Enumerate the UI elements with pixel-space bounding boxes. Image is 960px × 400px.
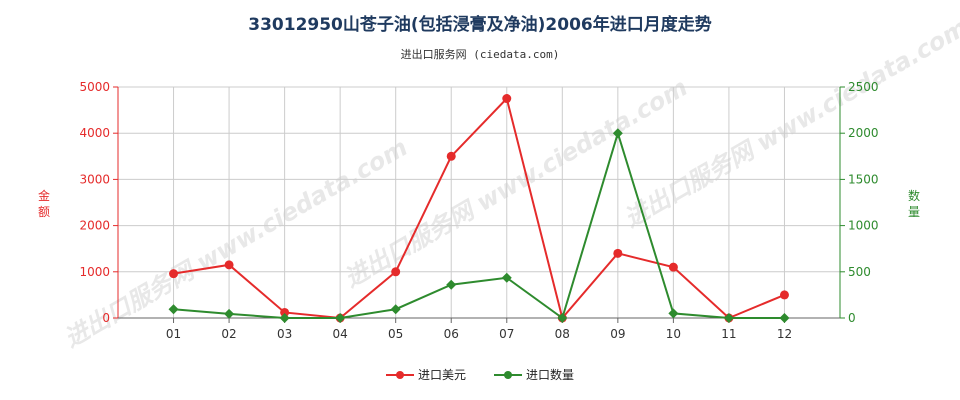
legend-swatch-green bbox=[494, 370, 522, 380]
x-tick-label: 10 bbox=[666, 327, 681, 341]
y-tick-label-right: 2000 bbox=[848, 126, 879, 140]
data-point-series1 bbox=[280, 307, 290, 317]
data-point-series2 bbox=[723, 313, 734, 323]
y-axis-right-label: 数量 bbox=[907, 189, 920, 219]
y-tick-label-left: 2000 bbox=[79, 219, 110, 233]
grid bbox=[118, 86, 840, 318]
data-point-series1 bbox=[224, 260, 234, 270]
data-point-series2 bbox=[335, 313, 346, 323]
legend: 进口美元 进口数量 bbox=[0, 366, 960, 383]
watermark-text: 进出口服务网 www.ciedata.com bbox=[340, 73, 693, 293]
y-tick-label-left: 3000 bbox=[79, 172, 110, 186]
data-point-series2 bbox=[446, 279, 457, 290]
y-tick-label-right: 500 bbox=[848, 265, 871, 279]
y-tick-label-left: 0 bbox=[102, 311, 110, 325]
watermark-text: 进出口服务网 www.ciedata.com bbox=[60, 133, 413, 353]
data-point-series1 bbox=[779, 290, 789, 300]
series bbox=[168, 94, 790, 323]
data-point-series1 bbox=[668, 262, 678, 272]
x-tick-label: 03 bbox=[277, 327, 292, 341]
series-line-1 bbox=[173, 96, 785, 321]
y-tick-label-left: 4000 bbox=[79, 126, 110, 140]
data-point-series2 bbox=[279, 313, 290, 323]
data-point-series2 bbox=[557, 313, 568, 323]
data-point-series2 bbox=[390, 304, 401, 315]
x-tick-label: 12 bbox=[777, 327, 792, 341]
data-point-series2 bbox=[612, 128, 623, 139]
x-tick-label: 04 bbox=[333, 327, 348, 341]
series-line-2 bbox=[173, 129, 785, 320]
y-tick-label-left: 5000 bbox=[79, 80, 110, 94]
data-point-series1 bbox=[446, 151, 456, 161]
data-point-series1 bbox=[391, 267, 401, 277]
data-point-series2 bbox=[668, 308, 679, 319]
data-point-series2 bbox=[224, 308, 235, 319]
chart-subtitle: 进出口服务网 (ciedata.com) bbox=[400, 48, 560, 61]
data-point-series2 bbox=[779, 313, 790, 323]
y-tick-label-left: 1000 bbox=[79, 265, 110, 279]
x-tick-label: 02 bbox=[221, 327, 236, 341]
y-tick-label-right: 2500 bbox=[848, 80, 879, 94]
legend-item-series1[interactable]: 进口美元 bbox=[385, 366, 466, 383]
legend-label-series1: 进口美元 bbox=[417, 368, 466, 382]
x-tick-label: 06 bbox=[444, 327, 459, 341]
data-point-series1 bbox=[169, 269, 179, 279]
x-tick-label: 08 bbox=[555, 327, 570, 341]
data-point-series2 bbox=[501, 272, 512, 283]
legend-item-series2[interactable]: 进口数量 bbox=[494, 366, 574, 383]
x-tick-label: 05 bbox=[388, 327, 403, 341]
x-tick-label: 11 bbox=[721, 327, 736, 341]
legend-label-series2: 进口数量 bbox=[526, 368, 575, 382]
x-tick-label: 01 bbox=[166, 327, 181, 341]
data-point-series2 bbox=[168, 304, 179, 315]
y-tick-label-right: 1000 bbox=[848, 219, 879, 233]
x-tick-label: 09 bbox=[610, 327, 625, 341]
legend-swatch-red bbox=[385, 370, 414, 380]
data-point-series1 bbox=[613, 248, 623, 258]
data-point-series1 bbox=[502, 94, 512, 104]
y-axis-left-label: 金额 bbox=[37, 189, 50, 219]
y-tick-label-right: 1500 bbox=[848, 172, 879, 186]
chart-title: 33012950山苍子油(包括浸膏及净油)2006年进口月度走势 bbox=[248, 15, 712, 35]
x-tick-label: 07 bbox=[499, 327, 514, 341]
y-tick-label-right: 0 bbox=[848, 311, 856, 325]
